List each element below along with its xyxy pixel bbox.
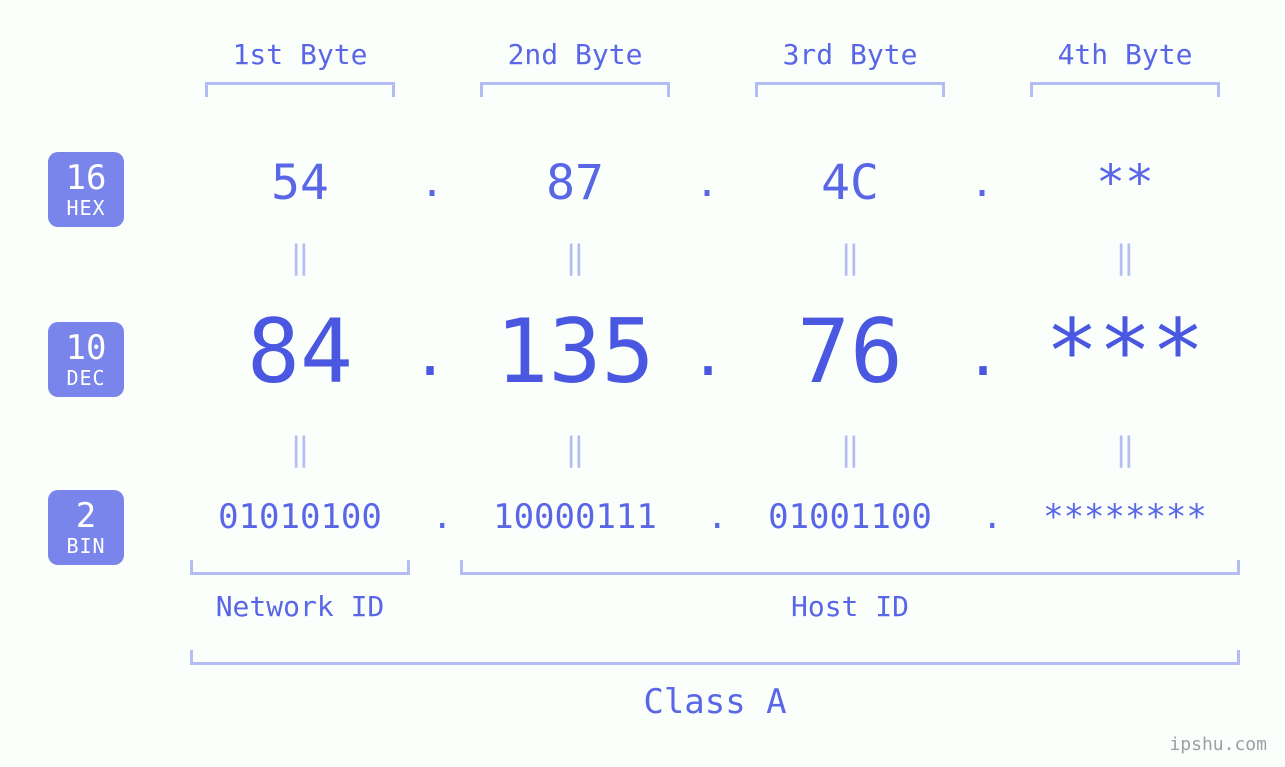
equals-dec-bin-4: ‖ xyxy=(1010,430,1240,468)
equals-dec-bin-3: ‖ xyxy=(735,430,965,468)
equals-hex-dec-3: ‖ xyxy=(735,238,965,276)
hex-byte-1: 54 xyxy=(185,155,415,211)
bin-byte-3: 01001100 xyxy=(720,497,980,537)
bin-byte-2: 10000111 xyxy=(445,497,705,537)
hex-dot-2: . xyxy=(695,160,719,206)
dec-byte-3: 76 xyxy=(735,300,965,403)
dec-dot-3: . xyxy=(965,320,1001,390)
byte-1-label: 1st Byte xyxy=(185,38,415,71)
dec-badge-text: DEC xyxy=(48,367,124,389)
class-label: Class A xyxy=(190,682,1240,722)
network-id-label: Network ID xyxy=(190,590,410,623)
byte-1-bracket-top xyxy=(205,82,395,97)
equals-dec-bin-1: ‖ xyxy=(185,430,415,468)
hex-badge-number: 16 xyxy=(48,160,124,197)
bin-badge: 2 BIN xyxy=(48,490,124,565)
equals-hex-dec-1: ‖ xyxy=(185,238,415,276)
equals-hex-dec-4: ‖ xyxy=(1010,238,1240,276)
hex-byte-2: 87 xyxy=(460,155,690,211)
bin-byte-1: 01010100 xyxy=(170,497,430,537)
bin-byte-4: ******** xyxy=(995,497,1255,537)
hex-byte-3: 4C xyxy=(735,155,965,211)
watermark: ipshu.com xyxy=(1169,734,1267,755)
equals-dec-bin-2: ‖ xyxy=(460,430,690,468)
dec-byte-2: 135 xyxy=(460,300,690,403)
dec-dot-1: . xyxy=(412,320,448,390)
host-id-bracket xyxy=(460,560,1240,575)
dec-byte-1: 84 xyxy=(185,300,415,403)
hex-dot-3: . xyxy=(970,160,994,206)
equals-hex-dec-2: ‖ xyxy=(460,238,690,276)
byte-4-bracket-top xyxy=(1030,82,1220,97)
hex-dot-1: . xyxy=(420,160,444,206)
network-id-bracket xyxy=(190,560,410,575)
byte-2-bracket-top xyxy=(480,82,670,97)
bin-badge-number: 2 xyxy=(48,498,124,535)
byte-3-label: 3rd Byte xyxy=(735,38,965,71)
dec-byte-4: *** xyxy=(1010,300,1240,403)
byte-3-bracket-top xyxy=(755,82,945,97)
hex-badge-text: HEX xyxy=(48,197,124,219)
class-bracket xyxy=(190,650,1240,665)
hex-badge: 16 HEX xyxy=(48,152,124,227)
byte-4-label: 4th Byte xyxy=(1010,38,1240,71)
dec-dot-2: . xyxy=(690,320,726,390)
byte-2-label: 2nd Byte xyxy=(460,38,690,71)
dec-badge-number: 10 xyxy=(48,330,124,367)
dec-badge: 10 DEC xyxy=(48,322,124,397)
host-id-label: Host ID xyxy=(460,590,1240,623)
hex-byte-4: ** xyxy=(1010,155,1240,211)
bin-badge-text: BIN xyxy=(48,535,124,557)
